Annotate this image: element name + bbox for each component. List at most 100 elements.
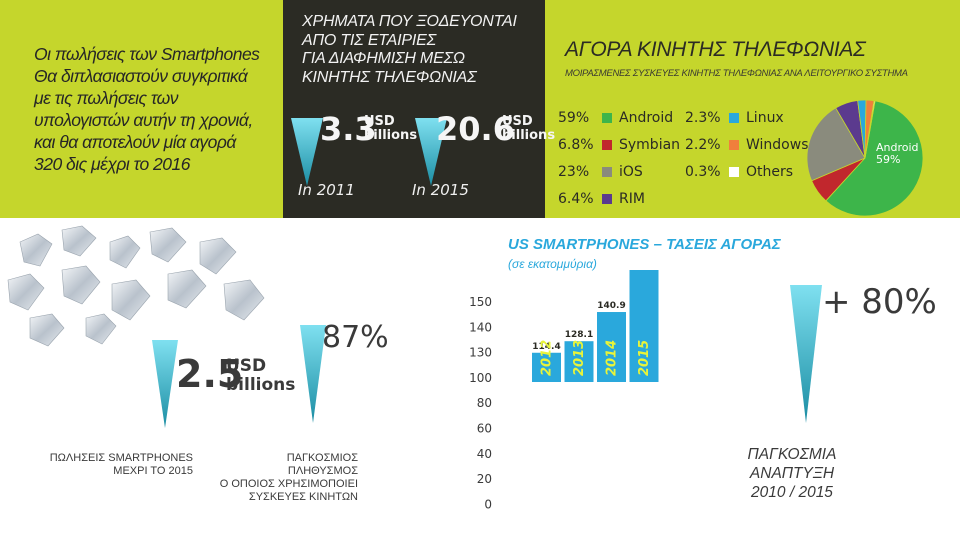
legend-swatch [602, 167, 612, 177]
sales-wedge-icon [152, 340, 178, 428]
legend-swatch [602, 140, 612, 150]
diamond-icon [61, 225, 97, 257]
pie-slice-android [825, 100, 924, 217]
legend-label: RIM [619, 191, 645, 207]
population-value: 87% [322, 320, 389, 355]
bar-category-label: 2012 [540, 340, 555, 376]
ad-spend-title-line: ΑΠΟ ΤΙΣ ΕΤΑΙΡΙΕΣ [302, 31, 436, 49]
market-subtitle: ΜΟΙΡΑΣΜΕΝΕΣ ΣΥΣΚΕΥΕΣ ΚΙΝΗΤΗΣ ΤΗΛΕΦΩΝΙΑΣ … [565, 68, 908, 79]
ad-spend-title-line: ΧΡΗΜΑΤΑ ΠΟΥ ΞΟΔΕΥΟΝΤΑΙ [302, 13, 517, 30]
diamond-icon [29, 313, 65, 347]
headline-panel [0, 0, 283, 218]
bar-value-label: 140.9 [597, 301, 625, 311]
ad-spend-panel [283, 0, 545, 218]
ad-spend-title-line: ΓΙΑ ΔΙΑΦΗΜΙΣΗ ΜΕΣΩ [302, 50, 465, 67]
headline-text: Οι πωλήσεις των Smartphones Θα διπλασιασ… [34, 43, 279, 175]
pie-label-pct: 59% [876, 153, 901, 166]
bar-category-label: 2014 [605, 340, 620, 376]
pie-android-label: Android 59% [876, 142, 919, 166]
legend-pct: 2.2% [685, 137, 721, 153]
growth-caption: ΠΑΓΚΟΣΜΙΑ ΑΝΑΠΤΥΞΗ 2010 / 2015 [742, 445, 842, 502]
legend-swatch [602, 194, 612, 204]
population-wedge-icon [300, 325, 326, 423]
us-chart-title: US SMARTPHONES – ΤΑΣΕΙΣ ΑΓΟΡΑΣ [508, 236, 781, 253]
ad-spend-2011-year: In 2011 [298, 181, 355, 199]
diamond-icon [199, 237, 237, 275]
bar-category-label: 2015 [637, 340, 652, 376]
sales-unit: USD billions [226, 357, 295, 395]
legend-swatch [729, 140, 739, 150]
bar-value-label: 114.4 [532, 342, 560, 352]
wedge-2015-icon [415, 118, 447, 186]
diamonds-decoration [7, 225, 265, 347]
pie-slice-ios [806, 107, 866, 182]
y-tick-label: 150 [470, 295, 492, 309]
ad-spend-2011-unit: USD billions [364, 115, 417, 143]
diamond-icon [111, 279, 151, 321]
caption-line: ΠΑΓΚΟΣΜΙΟΣ [286, 452, 358, 464]
legend-label: Others [746, 164, 794, 180]
headline-line: Οι πωλήσεις των Smartphones [34, 44, 260, 64]
legend-swatch [729, 113, 739, 123]
legend-pct: 6.4% [558, 191, 594, 207]
bar-2013 [564, 341, 594, 382]
legend-item-android: 59% Android [558, 110, 673, 126]
legend-swatch [729, 167, 739, 177]
legend-item-linux: 2.3% Linux [685, 110, 784, 126]
unit-line: billions [502, 128, 556, 143]
unit-line: billions [226, 375, 296, 395]
caption-line: ΠΩΛΗΣΕΙΣ SMARTPHONES [49, 452, 193, 464]
sales-caption: ΠΩΛΗΣΕΙΣ SMARTPHONES ΜΕΧΡΙ ΤΟ 2015 [40, 452, 193, 478]
wedge-2011-icon [291, 118, 323, 186]
headline-line: υπολογιστών αυτήν τη χρονιά, [34, 110, 253, 130]
legend-label: Linux [746, 110, 784, 126]
y-tick-label: 140 [470, 320, 492, 334]
y-tick-label: 40 [477, 447, 492, 461]
ad-spend-2015-value: 20.6 [436, 110, 515, 148]
bar-value-label: 128.1 [565, 330, 593, 340]
y-tick-label: 130 [470, 346, 492, 360]
headline-line: και θα αποτελούν μία αγορά [34, 132, 236, 152]
legend-pct: 23% [558, 164, 590, 180]
legend-pct: 0.3% [685, 164, 721, 180]
headline-line: 320 δις μέχρι το 2016 [34, 154, 190, 174]
headline-line: Θα διπλασιαστούν συγκριτικά [34, 66, 248, 86]
caption-line: ΠΑΓΚΟΣΜΙΑ [747, 446, 837, 463]
pie-slice-others [864, 100, 876, 159]
legend-pct: 2.3% [685, 110, 721, 126]
y-tick-label: 60 [477, 422, 492, 436]
y-tick-label: 80 [477, 396, 492, 410]
bar-2015 [629, 270, 659, 382]
legend-label: Android [619, 110, 674, 126]
legend-item-rim: 6.4% RIM [558, 191, 645, 207]
diamond-icon [19, 233, 53, 267]
ad-spend-title-line: ΚΙΝΗΤΗΣ ΤΗΛΕΦΩΝΙΑΣ [302, 68, 477, 86]
bar-2012 [532, 352, 561, 382]
market-title: ΑΓΟΡΑ ΚΙΝΗΤΗΣ ΤΗΛΕΦΩΝΙΑΣ [565, 38, 866, 61]
diamond-icon [85, 313, 117, 345]
caption-line: ΜΕΧΡΙ ΤΟ 2015 [113, 465, 193, 477]
y-tick-label: 0 [484, 497, 492, 511]
diamond-icon [167, 269, 207, 309]
y-tick-label: 20 [477, 472, 492, 486]
diamond-icon [61, 265, 101, 305]
ad-spend-wedges [291, 118, 447, 186]
legend-pct: 59% [558, 110, 590, 126]
sales-value: 2.5 [176, 352, 244, 396]
caption-line: Ο ΟΠΟΙΟΣ ΧΡΗΣΙΜΟΠΟΙΕΙ [219, 478, 358, 490]
ad-spend-2015-unit: USD billions [502, 115, 555, 143]
legend-label: iOS [619, 164, 643, 180]
population-caption: ΠΑΓΚΟΣΜΙΟΣ ΠΛΗΘΥΣΜΟΣ Ο ΟΠΟΙΟΣ ΧΡΗΣΙΜΟΠΟΙ… [205, 452, 358, 504]
diamond-icon [109, 235, 141, 269]
bar-category-label: 2013 [572, 340, 587, 376]
caption-line: ΑΝΑΠΤΥΞΗ [749, 465, 835, 482]
diamond-icon [149, 227, 187, 263]
ad-spend-2011-value: 3.3 [320, 110, 377, 148]
os-pie-chart [806, 99, 924, 217]
legend-label: Symbian [619, 137, 681, 153]
us-chart-subtitle: (σε εκατομμύρια) [508, 257, 597, 271]
ad-spend-2015-year: In 2015 [412, 181, 469, 199]
unit-line: USD [364, 114, 395, 129]
legend-label: Windows [746, 137, 809, 153]
unit-line: USD [502, 114, 533, 129]
